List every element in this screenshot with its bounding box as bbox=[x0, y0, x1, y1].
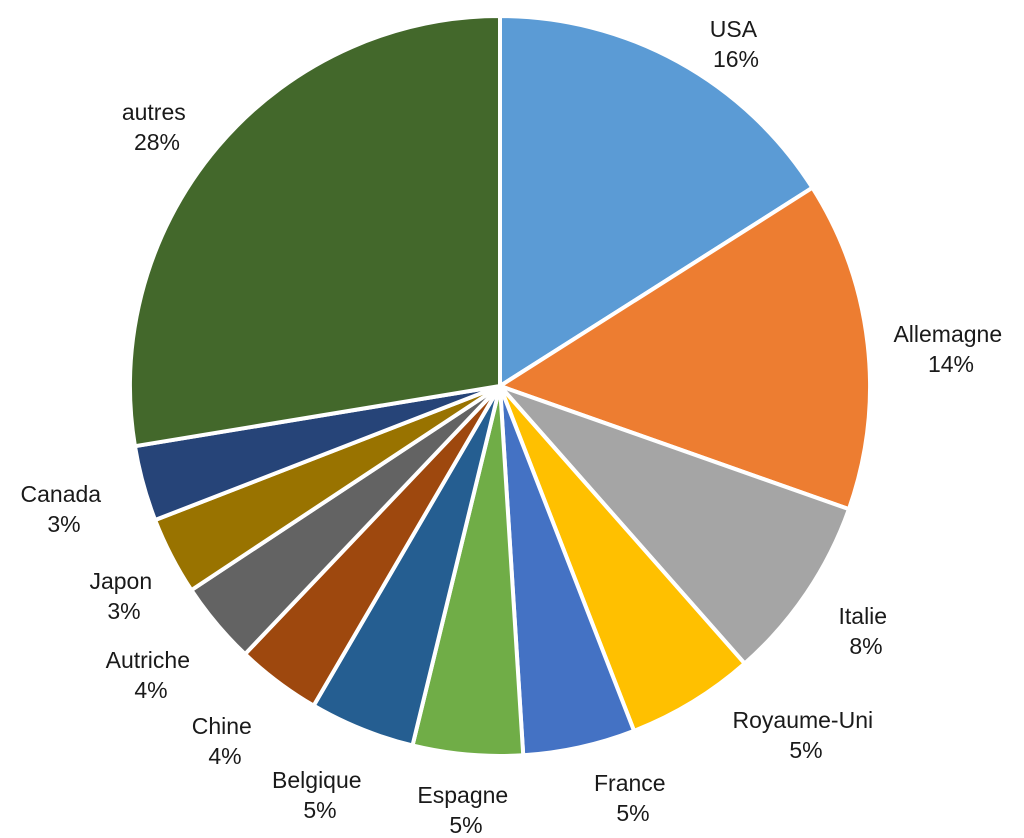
label-usa: USA 16% bbox=[710, 16, 762, 72]
label-usa-name: USA bbox=[710, 16, 758, 42]
label-allemagne: Allemagne 14% bbox=[893, 321, 1008, 377]
slice-royaume-uni bbox=[498, 384, 747, 733]
label-espagne-value: 5% bbox=[449, 812, 482, 838]
label-japon: Japon 3% bbox=[89, 568, 158, 624]
label-autres-value: 28% bbox=[134, 129, 180, 155]
label-chine-name: Chine bbox=[192, 713, 252, 739]
label-belgique-name: Belgique bbox=[272, 767, 362, 793]
label-chine: Chine 4% bbox=[192, 713, 259, 769]
label-france-name: France bbox=[594, 770, 666, 796]
label-italie-name: Italie bbox=[839, 603, 888, 629]
label-japon-value: 3% bbox=[107, 598, 140, 624]
label-espagne: Espagne 5% bbox=[417, 782, 514, 838]
label-japon-name: Japon bbox=[89, 568, 152, 594]
slice-allemagne bbox=[498, 185, 872, 512]
slice-autres bbox=[128, 14, 502, 449]
label-france-value: 5% bbox=[616, 800, 649, 826]
label-autriche: Autriche 4% bbox=[106, 647, 197, 703]
label-belgique: Belgique 5% bbox=[272, 767, 368, 823]
label-allemagne-value: 14% bbox=[928, 351, 974, 377]
label-canada: Canada 3% bbox=[21, 481, 108, 537]
label-italie-value: 8% bbox=[849, 633, 882, 659]
label-autriche-value: 4% bbox=[134, 677, 167, 703]
label-royaume-uni: Royaume-Uni 5% bbox=[733, 707, 880, 763]
label-espagne-name: Espagne bbox=[417, 782, 508, 808]
label-france: France 5% bbox=[594, 770, 672, 826]
label-usa-value: 16% bbox=[713, 46, 759, 72]
label-allemagne-name: Allemagne bbox=[893, 321, 1002, 347]
slice-usa bbox=[498, 14, 815, 388]
pie-slices bbox=[128, 14, 872, 758]
label-canada-name: Canada bbox=[21, 481, 102, 507]
label-canada-value: 3% bbox=[47, 511, 80, 537]
label-autriche-name: Autriche bbox=[106, 647, 190, 673]
label-belgique-value: 5% bbox=[303, 797, 336, 823]
label-autres-name: autres bbox=[122, 99, 186, 125]
label-royaume-uni-value: 5% bbox=[789, 737, 822, 763]
label-autres: autres 28% bbox=[122, 99, 192, 155]
label-royaume-uni-name: Royaume-Uni bbox=[733, 707, 874, 733]
slice-italie bbox=[498, 384, 851, 666]
label-italie: Italie 8% bbox=[839, 603, 894, 659]
label-chine-value: 4% bbox=[208, 743, 241, 769]
pie-labels: USA 16% Allemagne 14% Italie 8% Royaume-… bbox=[21, 16, 1008, 838]
